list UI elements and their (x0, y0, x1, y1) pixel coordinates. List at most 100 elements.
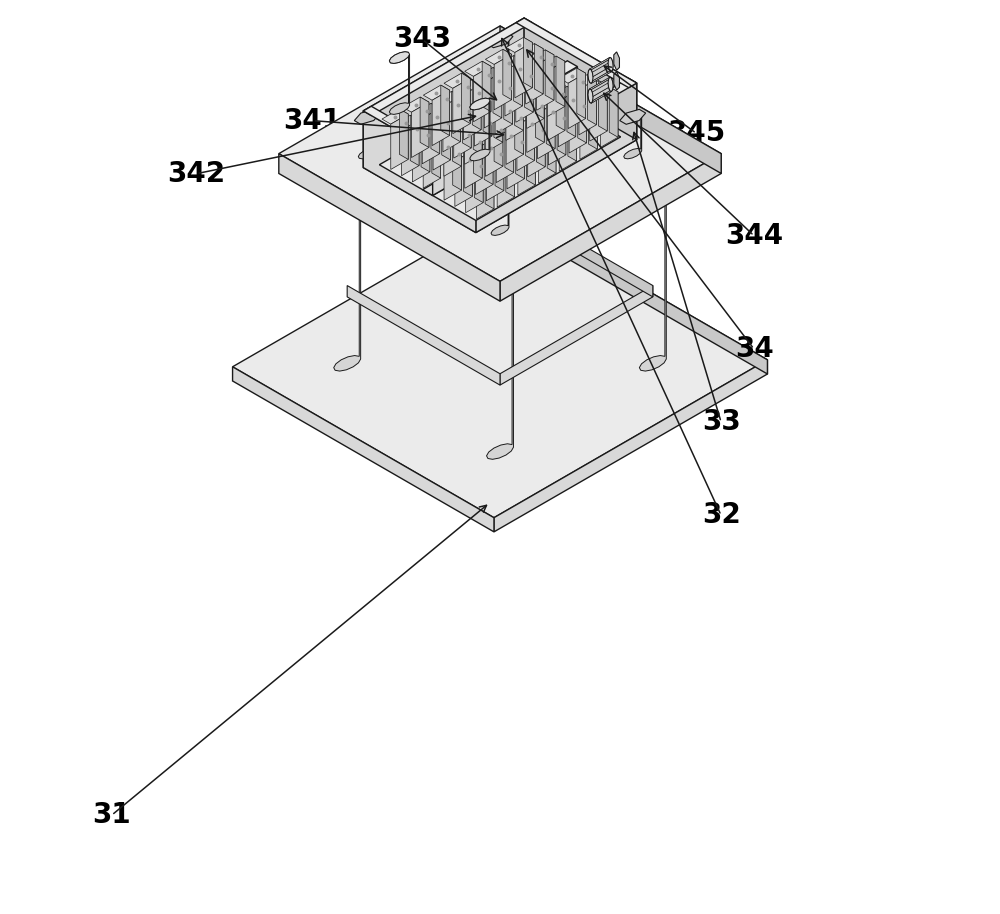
Polygon shape (614, 52, 619, 70)
Polygon shape (591, 78, 613, 93)
Polygon shape (530, 122, 556, 138)
Polygon shape (462, 98, 471, 148)
Polygon shape (485, 49, 512, 65)
Polygon shape (571, 99, 597, 114)
Polygon shape (486, 145, 504, 201)
Polygon shape (453, 140, 462, 190)
Polygon shape (473, 67, 491, 122)
Polygon shape (423, 106, 577, 196)
Polygon shape (422, 109, 440, 164)
Polygon shape (598, 80, 607, 131)
Polygon shape (588, 69, 593, 83)
Polygon shape (279, 26, 721, 282)
Polygon shape (487, 254, 513, 460)
Polygon shape (515, 42, 532, 98)
Polygon shape (524, 37, 532, 88)
Polygon shape (536, 55, 554, 111)
Polygon shape (488, 146, 515, 162)
Polygon shape (588, 88, 610, 102)
Polygon shape (453, 116, 461, 166)
Polygon shape (588, 83, 609, 99)
Text: 345: 345 (667, 120, 726, 147)
Polygon shape (474, 153, 483, 203)
Polygon shape (588, 74, 596, 124)
Polygon shape (444, 121, 461, 176)
Polygon shape (363, 75, 637, 232)
Text: 342: 342 (167, 160, 226, 187)
Polygon shape (358, 112, 376, 159)
Text: 344: 344 (725, 222, 783, 250)
Polygon shape (363, 111, 476, 232)
Polygon shape (363, 18, 532, 115)
Polygon shape (506, 37, 532, 52)
Polygon shape (590, 90, 611, 103)
Polygon shape (588, 59, 609, 75)
Polygon shape (432, 90, 450, 145)
Polygon shape (507, 62, 533, 77)
Polygon shape (624, 112, 642, 122)
Polygon shape (505, 122, 514, 173)
Polygon shape (457, 153, 483, 167)
Polygon shape (588, 89, 593, 103)
Polygon shape (334, 165, 361, 371)
Polygon shape (601, 92, 618, 147)
Polygon shape (506, 146, 515, 197)
Polygon shape (590, 77, 611, 90)
Polygon shape (503, 49, 512, 100)
Polygon shape (482, 61, 491, 112)
Polygon shape (535, 92, 544, 143)
Polygon shape (588, 80, 609, 94)
Polygon shape (527, 97, 544, 153)
Polygon shape (491, 35, 509, 46)
Polygon shape (420, 97, 429, 147)
Polygon shape (486, 74, 513, 89)
Polygon shape (591, 58, 613, 73)
Polygon shape (590, 58, 611, 69)
Polygon shape (593, 61, 613, 78)
Polygon shape (476, 164, 494, 219)
Polygon shape (556, 56, 565, 106)
Polygon shape (609, 87, 618, 137)
Polygon shape (624, 112, 642, 159)
Polygon shape (580, 104, 597, 159)
Polygon shape (528, 122, 545, 177)
Polygon shape (494, 92, 503, 143)
Text: 32: 32 (702, 502, 741, 529)
Polygon shape (529, 98, 555, 113)
Polygon shape (455, 151, 472, 207)
Polygon shape (487, 122, 514, 137)
Polygon shape (526, 48, 543, 104)
Polygon shape (593, 86, 613, 101)
Polygon shape (556, 80, 565, 131)
Polygon shape (506, 85, 523, 141)
Polygon shape (410, 115, 419, 165)
Polygon shape (233, 209, 767, 517)
Polygon shape (467, 134, 493, 149)
Text: 343: 343 (393, 26, 451, 53)
Polygon shape (560, 92, 587, 108)
Polygon shape (478, 140, 504, 155)
Polygon shape (476, 92, 503, 107)
Polygon shape (470, 98, 490, 161)
Polygon shape (505, 60, 522, 116)
Polygon shape (514, 56, 522, 106)
Polygon shape (588, 68, 610, 82)
Polygon shape (568, 111, 577, 161)
Polygon shape (389, 52, 410, 63)
Polygon shape (579, 80, 596, 135)
Polygon shape (590, 71, 611, 83)
Polygon shape (518, 92, 544, 107)
Polygon shape (354, 110, 380, 124)
Polygon shape (494, 54, 512, 110)
Polygon shape (413, 103, 440, 119)
Polygon shape (403, 97, 429, 112)
Polygon shape (496, 127, 514, 183)
Polygon shape (411, 102, 429, 157)
Polygon shape (518, 140, 535, 195)
Polygon shape (494, 360, 767, 532)
Polygon shape (507, 133, 524, 189)
Polygon shape (497, 104, 524, 119)
Polygon shape (498, 128, 524, 143)
Polygon shape (476, 83, 637, 232)
Polygon shape (549, 86, 576, 101)
